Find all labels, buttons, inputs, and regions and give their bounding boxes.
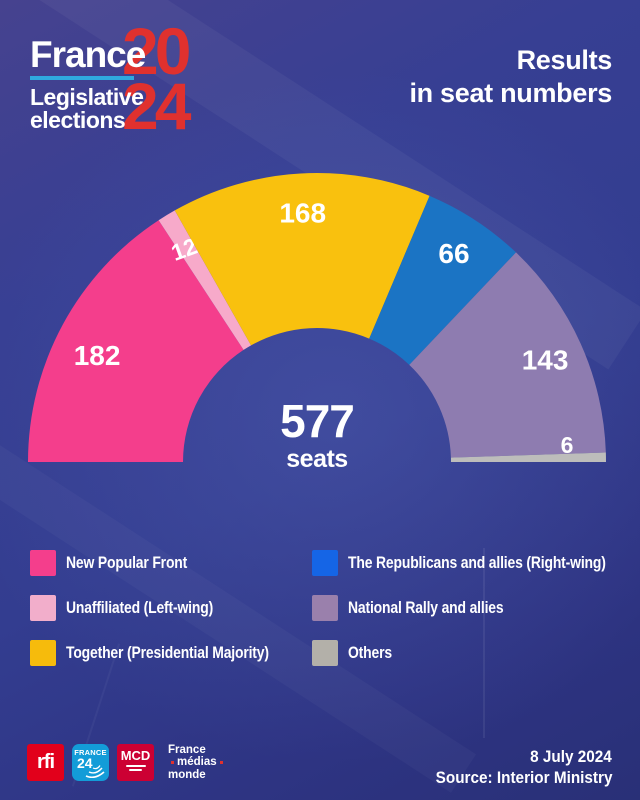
segment-the-republicans-and-allies-right-wing	[369, 195, 516, 365]
legend-item-new-popular-front: New Popular Front	[30, 549, 312, 576]
legend-item-national-rally-and-allies: National Rally and allies	[312, 594, 640, 621]
legend-label: National Rally and allies	[348, 597, 504, 617]
segment-value-label: 6	[561, 432, 574, 458]
total-seats-number: 577	[280, 395, 355, 447]
segment-value-label: 143	[522, 345, 569, 376]
source-credit: Source: Interior Ministry	[435, 768, 612, 787]
red-dot-icon	[219, 761, 223, 764]
page-title-line2: in seat numbers	[409, 78, 612, 108]
footer-meta: 8 July 2024 Source: Interior Ministry	[416, 746, 612, 788]
legend-item-unaffiliated-left-wing: Unaffiliated (Left-wing)	[30, 594, 312, 621]
logo-year: 20 24	[122, 14, 191, 143]
page-title-line1: Results	[516, 45, 613, 75]
logo-brand-name: France	[30, 34, 146, 75]
logo-year-top: 20	[122, 14, 191, 88]
rfi-logo: rfi	[27, 744, 64, 781]
logo-subtitle-line1: Legislative	[30, 84, 144, 110]
legend-swatch	[312, 594, 338, 621]
rfi-logo-text: rfi	[37, 751, 55, 773]
publish-date: 8 July 2024	[530, 747, 612, 766]
france-medias-monde-logo: France médias monde	[168, 744, 226, 781]
segment-value-label: 66	[438, 238, 469, 269]
mcd-arabic-text	[125, 764, 146, 767]
fmm-line3: monde	[168, 768, 206, 781]
logo-year-bottom: 24	[122, 69, 191, 143]
page-title: Results in seat numbers	[409, 44, 612, 110]
segment-together-presidential-majority	[174, 172, 430, 346]
legend-swatch	[312, 639, 338, 666]
legend-item-together-presidential-majority: Together (Presidential Majority)	[30, 639, 312, 666]
footer-logos: rfi FRANCE 24 MCD France médias monde	[27, 744, 226, 781]
france24-wave-icon	[85, 765, 105, 778]
total-seats: 577 seats	[237, 398, 397, 472]
legend-swatch	[312, 549, 338, 576]
segment-value-label: 182	[74, 340, 121, 371]
segment-unaffiliated-left-wing	[158, 210, 252, 350]
legend-item-the-republicans-and-allies-right-wing: The Republicans and allies (Right-wing)	[312, 549, 640, 576]
legend-label: The Republicans and allies (Right-wing)	[348, 552, 606, 572]
legend-label: Others	[348, 642, 392, 662]
mcd-logo-text: MCD	[120, 748, 151, 763]
france2024-logo: 20 24 France Legislative elections	[30, 18, 260, 139]
total-seats-caption: seats	[286, 445, 348, 473]
legend-item-others: Others	[312, 639, 640, 666]
legend-swatch	[30, 639, 56, 666]
legend-label: New Popular Front	[66, 552, 188, 572]
logo-underline	[30, 76, 134, 80]
legend-label: Together (Presidential Majority)	[66, 642, 269, 662]
france24-logo: FRANCE 24	[72, 744, 109, 781]
fmm-line1: France	[168, 743, 206, 756]
legend-swatch	[30, 549, 56, 576]
legend: New Popular Front Unaffiliated (Left-wing…	[30, 549, 614, 666]
legend-swatch	[30, 594, 56, 621]
mcd-logo: MCD	[117, 744, 154, 781]
segment-national-rally-and-allies	[409, 252, 606, 458]
fmm-line2: médias	[168, 756, 226, 769]
segment-value-label: 168	[279, 198, 326, 229]
red-dot-icon	[171, 761, 174, 764]
segment-others	[450, 452, 606, 462]
legend-label: Unaffiliated (Left-wing)	[66, 597, 214, 617]
logo-subtitle-line2: elections	[30, 107, 126, 133]
mcd-arabic-text	[129, 769, 142, 771]
france24-logo-number: 24	[77, 755, 93, 771]
france24-logo-text: FRANCE	[74, 748, 107, 757]
segment-new-popular-front	[28, 220, 244, 462]
segment-value-label: 12	[168, 233, 201, 266]
